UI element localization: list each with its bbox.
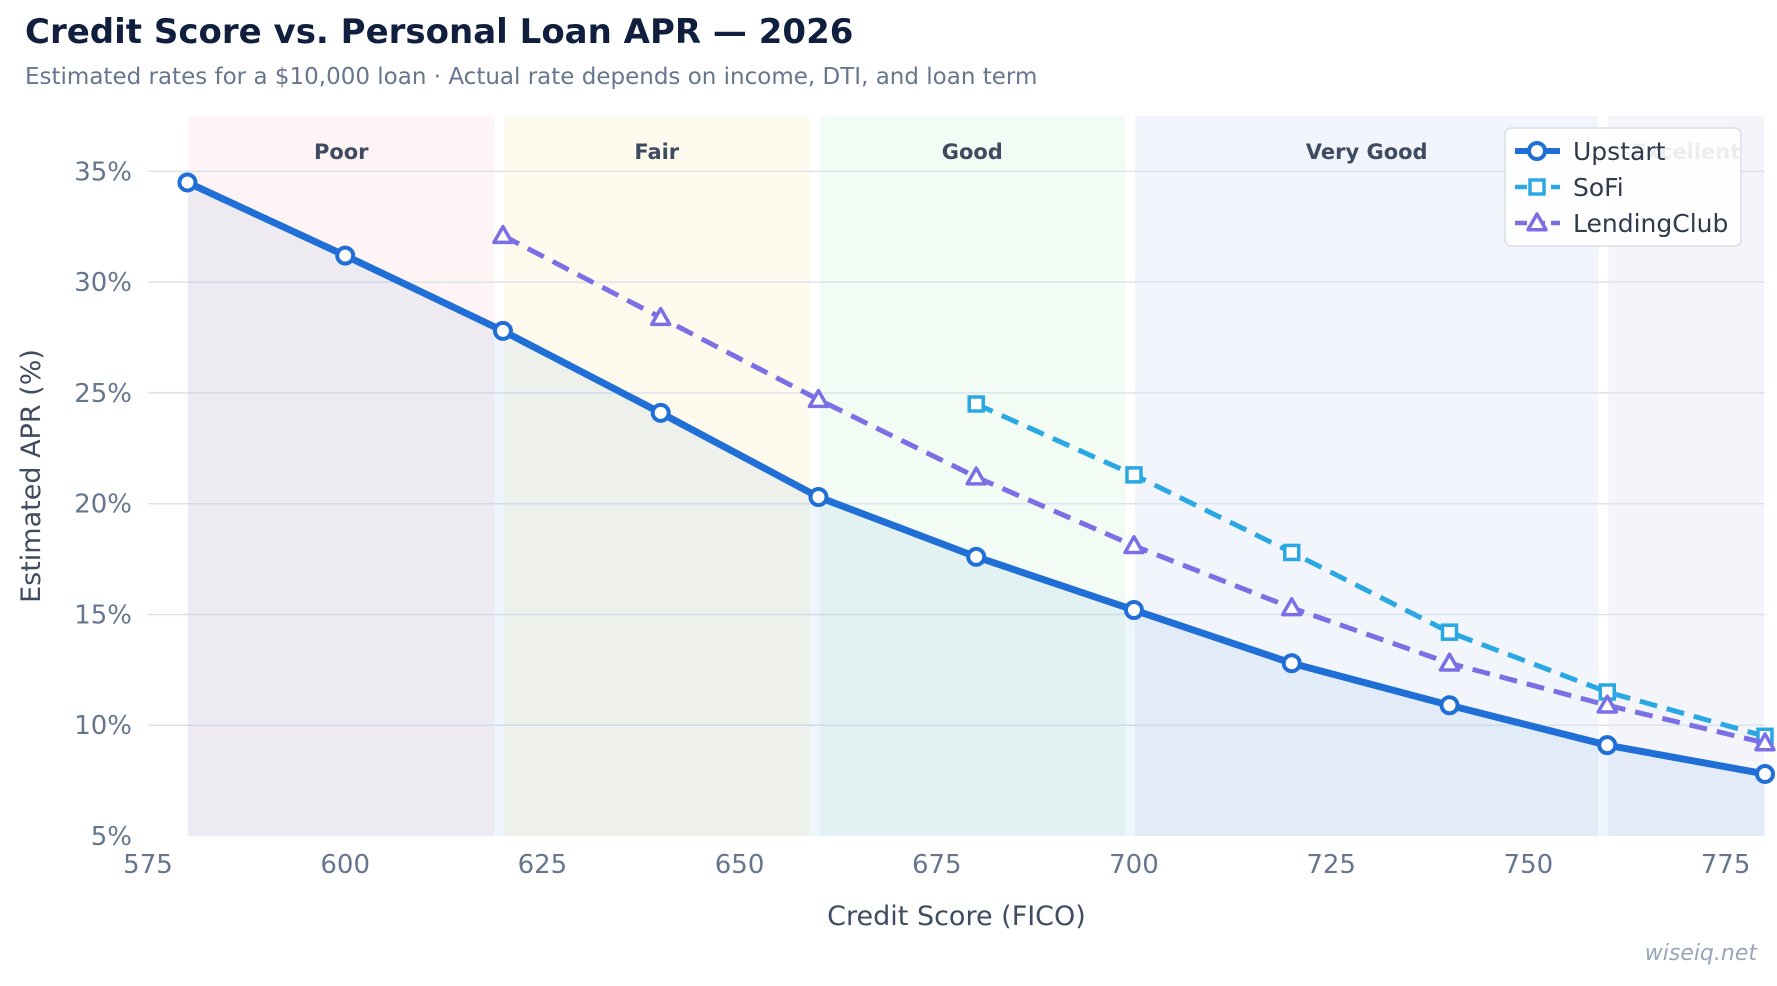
x-tick-label: 700: [1109, 850, 1159, 880]
upstart-area: [187, 182, 1766, 836]
band-fair: [503, 116, 810, 836]
band-label: Poor: [314, 140, 369, 164]
sofi-point: [1440, 623, 1459, 641]
x-axis-title: Credit Score (FICO): [827, 901, 1086, 932]
upstart-point: [1439, 695, 1460, 716]
y-axis-title: Estimated APR (%): [16, 349, 47, 603]
upstart-point: [966, 546, 987, 567]
x-tick-label: 750: [1504, 850, 1554, 880]
lendingclub-point: [1438, 652, 1461, 672]
sofi-point: [967, 395, 985, 413]
watermark: wiseiq.net: [1644, 941, 1757, 966]
band-label: Fair: [634, 140, 679, 164]
x-tick-label: 575: [123, 850, 173, 880]
upstart-point: [1597, 735, 1618, 756]
upstart-point: [335, 245, 356, 266]
axis-ticks: 575 600 625 650 675 700 725 750 775 5% 10% 15% 20% 25…: [74, 157, 1750, 880]
x-tick-label: 600: [320, 850, 370, 880]
legend: Upstart SoFi LendingClub: [1504, 127, 1742, 247]
band-label: Very Good: [1306, 140, 1428, 164]
series-lendingclub: [492, 224, 1776, 752]
lendingclub-point: [1754, 732, 1776, 752]
upstart-point: [1281, 653, 1302, 674]
y-tick-label: 35%: [74, 157, 132, 187]
upstart-point: [492, 320, 513, 341]
upstart-point: [1755, 763, 1775, 784]
x-tick-label: 650: [715, 850, 765, 880]
lendingclub-point: [649, 306, 672, 327]
legend-label-lendingclub: LendingClub: [1573, 209, 1728, 238]
sofi-point: [1282, 543, 1301, 562]
legend-marker-upstart: [1527, 141, 1547, 161]
y-tick-label: 20%: [74, 490, 132, 520]
legend-box: [1504, 127, 1742, 247]
band-poor: [188, 116, 495, 836]
y-tick-label: 15%: [74, 600, 132, 630]
legend-marker-sofi: [1528, 178, 1546, 196]
legend-marker-lendingclub: [1526, 212, 1548, 232]
lendingclub-point: [965, 466, 987, 486]
lendingclub-point: [1596, 694, 1618, 714]
y-tick-label: 25%: [74, 379, 132, 409]
series-upstart: [177, 172, 1775, 784]
lendingclub-point: [1123, 535, 1145, 555]
chart-title: Credit Score vs. Personal Loan APR — 202…: [25, 12, 854, 52]
upstart-point: [808, 487, 829, 508]
y-tick-label: 30%: [74, 268, 132, 298]
upstart-point: [1123, 600, 1144, 621]
upstart-point: [177, 172, 198, 193]
grid-lines: [148, 170, 1765, 726]
x-tick-label: 725: [1306, 850, 1356, 880]
upstart-point: [650, 402, 671, 423]
band-label: Good: [942, 140, 1003, 164]
lendingclub-point: [492, 224, 514, 245]
legend-label-sofi: SoFi: [1573, 173, 1624, 202]
legend-label-upstart: Upstart: [1573, 137, 1666, 166]
x-tick-label: 675: [912, 850, 962, 880]
x-tick-label: 625: [518, 850, 568, 880]
lendingclub-point: [807, 388, 830, 409]
sofi-point: [1125, 466, 1143, 484]
y-tick-label: 10%: [74, 711, 132, 741]
x-tick-label: 775: [1701, 850, 1751, 880]
sofi-line: [975, 401, 1766, 739]
lendingclub-point: [1280, 597, 1303, 617]
area-fill: [187, 182, 1766, 836]
y-tick-label: 5%: [91, 822, 132, 852]
chart-subtitle: Estimated rates for a $10,000 loan · Act…: [25, 64, 1038, 90]
series-lines: [177, 172, 1776, 784]
